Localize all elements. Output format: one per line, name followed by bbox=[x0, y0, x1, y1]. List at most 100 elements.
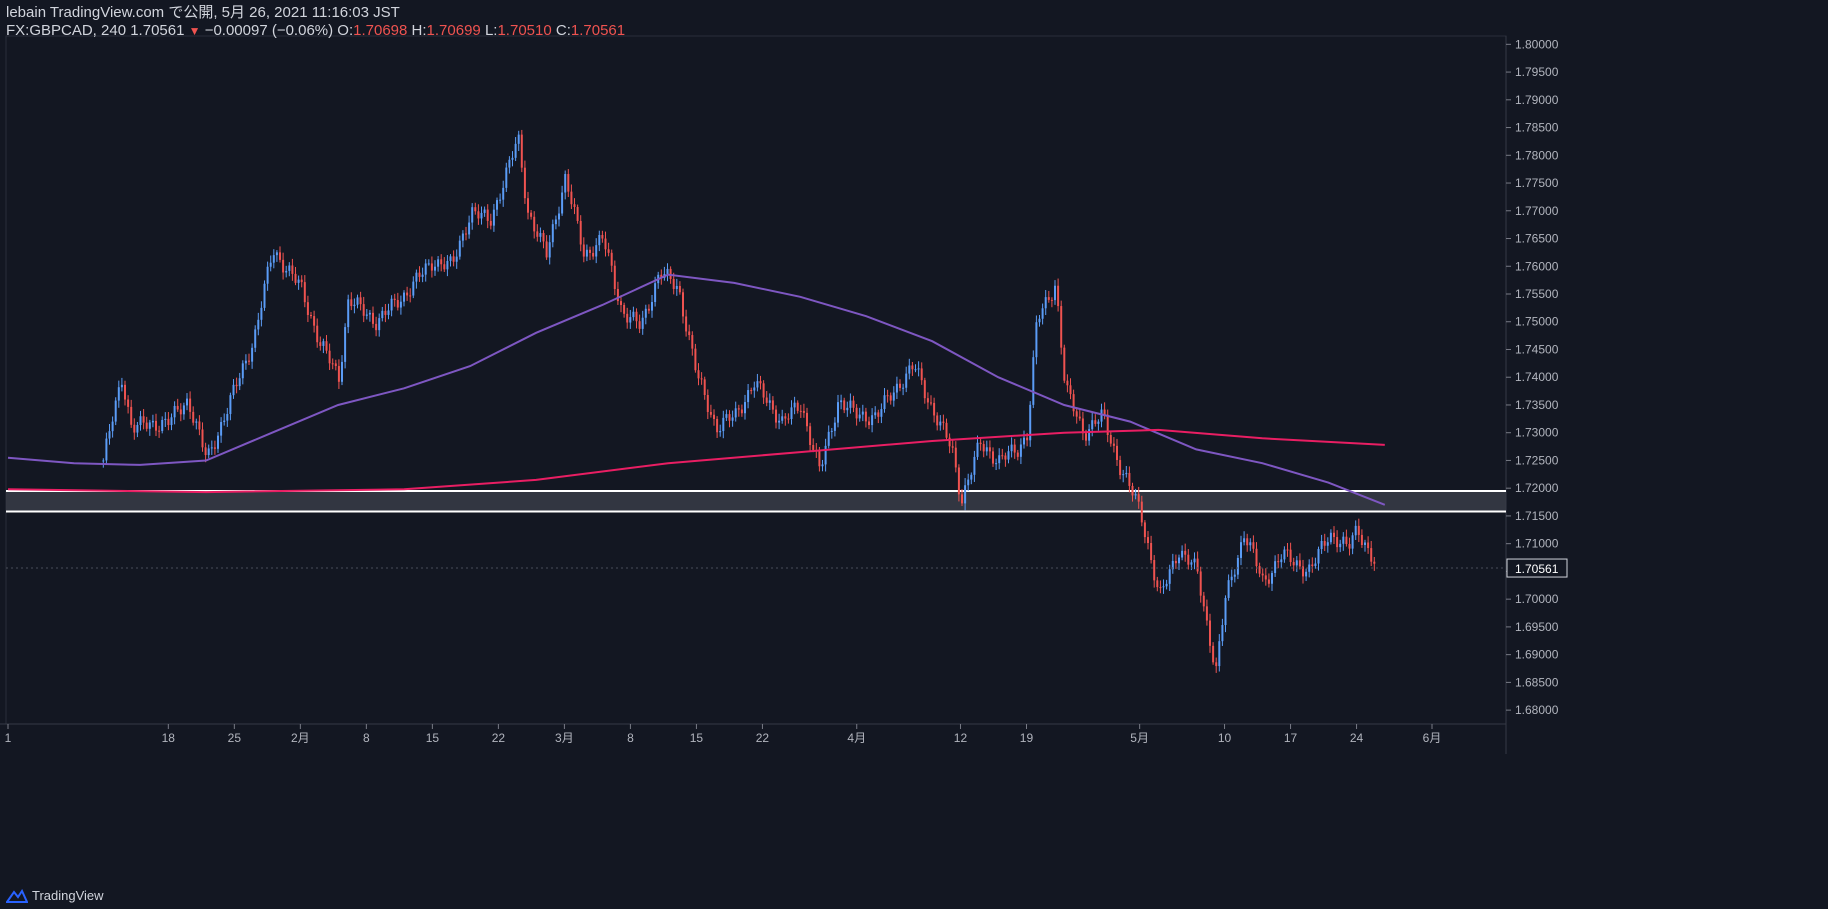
candle-body bbox=[1023, 437, 1026, 445]
candle-body bbox=[970, 474, 973, 480]
candle-body bbox=[837, 402, 840, 423]
candle-body bbox=[337, 366, 340, 382]
candle-body bbox=[858, 414, 861, 419]
candle-body bbox=[1088, 429, 1091, 441]
candle-body bbox=[616, 288, 619, 302]
candle-body bbox=[567, 174, 570, 192]
candle-body bbox=[151, 420, 154, 423]
candle-body bbox=[734, 408, 737, 418]
candle-body bbox=[771, 400, 774, 410]
candle-body bbox=[1215, 662, 1218, 667]
candle-body bbox=[874, 412, 877, 416]
candle-body bbox=[765, 397, 768, 403]
candle-body bbox=[406, 292, 409, 296]
candle-body bbox=[108, 431, 111, 439]
candle-body bbox=[1292, 562, 1295, 566]
candle-body bbox=[173, 405, 176, 418]
candle-body bbox=[1243, 538, 1246, 543]
candle-body bbox=[1345, 536, 1348, 545]
candle-body bbox=[992, 451, 995, 464]
candle-body bbox=[753, 387, 756, 391]
candle-body bbox=[1100, 409, 1103, 422]
candle-body bbox=[520, 134, 523, 168]
y-tick-label: 1.74500 bbox=[1515, 342, 1559, 356]
candle-body bbox=[353, 304, 356, 307]
candle-body bbox=[378, 318, 381, 331]
brand-label: TradingView bbox=[32, 888, 104, 903]
candle-body bbox=[830, 430, 833, 432]
candle-body bbox=[1078, 416, 1081, 419]
candle-body bbox=[1047, 297, 1050, 300]
candle-body bbox=[458, 240, 461, 257]
candle-body bbox=[561, 192, 564, 214]
candle-body bbox=[1289, 549, 1292, 563]
candle-body bbox=[942, 421, 945, 423]
candle-body bbox=[827, 431, 830, 446]
candle-body bbox=[843, 400, 846, 411]
candle-body bbox=[275, 252, 278, 256]
candle-body bbox=[1069, 385, 1072, 395]
candle-body bbox=[582, 244, 585, 257]
candle-body bbox=[294, 273, 297, 283]
candle-body bbox=[440, 259, 443, 265]
candle-body bbox=[102, 460, 105, 462]
candle-body bbox=[886, 395, 889, 397]
candle-body bbox=[961, 494, 964, 504]
candle-body bbox=[889, 395, 892, 401]
close-label: C: bbox=[555, 22, 571, 39]
candle-body bbox=[148, 422, 151, 429]
candle-body bbox=[1218, 641, 1221, 667]
candle-body bbox=[911, 365, 914, 370]
candle-body bbox=[508, 159, 511, 168]
last-price-badge bbox=[1506, 558, 1568, 578]
candle-body bbox=[1258, 566, 1261, 574]
x-tick-label: 12 bbox=[954, 731, 968, 745]
candle-body bbox=[861, 411, 864, 415]
candle-body bbox=[1308, 564, 1311, 572]
high-label: H: bbox=[411, 22, 427, 39]
candle-body bbox=[855, 407, 858, 419]
candle-body bbox=[982, 444, 985, 452]
candle-body bbox=[1112, 443, 1115, 446]
candle-body bbox=[539, 233, 542, 237]
candle-body bbox=[979, 442, 982, 445]
candle-body bbox=[523, 167, 526, 199]
candle-body bbox=[155, 420, 158, 431]
candle-body bbox=[1199, 571, 1202, 596]
candle-body bbox=[303, 282, 306, 303]
candle-body bbox=[883, 395, 886, 410]
candle-body bbox=[530, 212, 533, 217]
chart-header: lebain TradingView.com で公開, 5月 26, 2021 … bbox=[6, 4, 625, 40]
candle-body bbox=[542, 233, 545, 242]
candle-body bbox=[688, 331, 691, 336]
candle-body bbox=[806, 412, 809, 427]
candle-body bbox=[1277, 561, 1280, 563]
candle-body bbox=[579, 220, 582, 245]
candle-body bbox=[868, 421, 871, 426]
candle-body bbox=[229, 395, 232, 415]
candle-body bbox=[601, 234, 604, 239]
candle-body bbox=[1274, 561, 1277, 574]
tradingview-footer[interactable]: TradingView bbox=[6, 888, 104, 903]
candle-body bbox=[1357, 525, 1360, 535]
candle-body bbox=[641, 317, 644, 329]
x-tick-label: 15 bbox=[690, 731, 704, 745]
candle-body bbox=[660, 274, 663, 278]
candle-body bbox=[220, 422, 223, 436]
candle-body bbox=[468, 222, 471, 235]
tradingview-logo-icon bbox=[6, 888, 28, 903]
candle-body bbox=[244, 360, 247, 364]
candle-body bbox=[1280, 559, 1283, 563]
candle-body bbox=[1019, 444, 1022, 457]
low-label: L: bbox=[484, 22, 498, 39]
candle-body bbox=[124, 384, 127, 400]
y-tick-label: 1.79000 bbox=[1515, 93, 1559, 107]
candle-body bbox=[226, 414, 229, 421]
candle-body bbox=[127, 399, 130, 407]
candle-body bbox=[486, 209, 489, 221]
candle-body bbox=[217, 435, 220, 449]
candle-body bbox=[331, 363, 334, 365]
candle-body bbox=[1326, 542, 1329, 546]
candle-body bbox=[908, 365, 911, 374]
